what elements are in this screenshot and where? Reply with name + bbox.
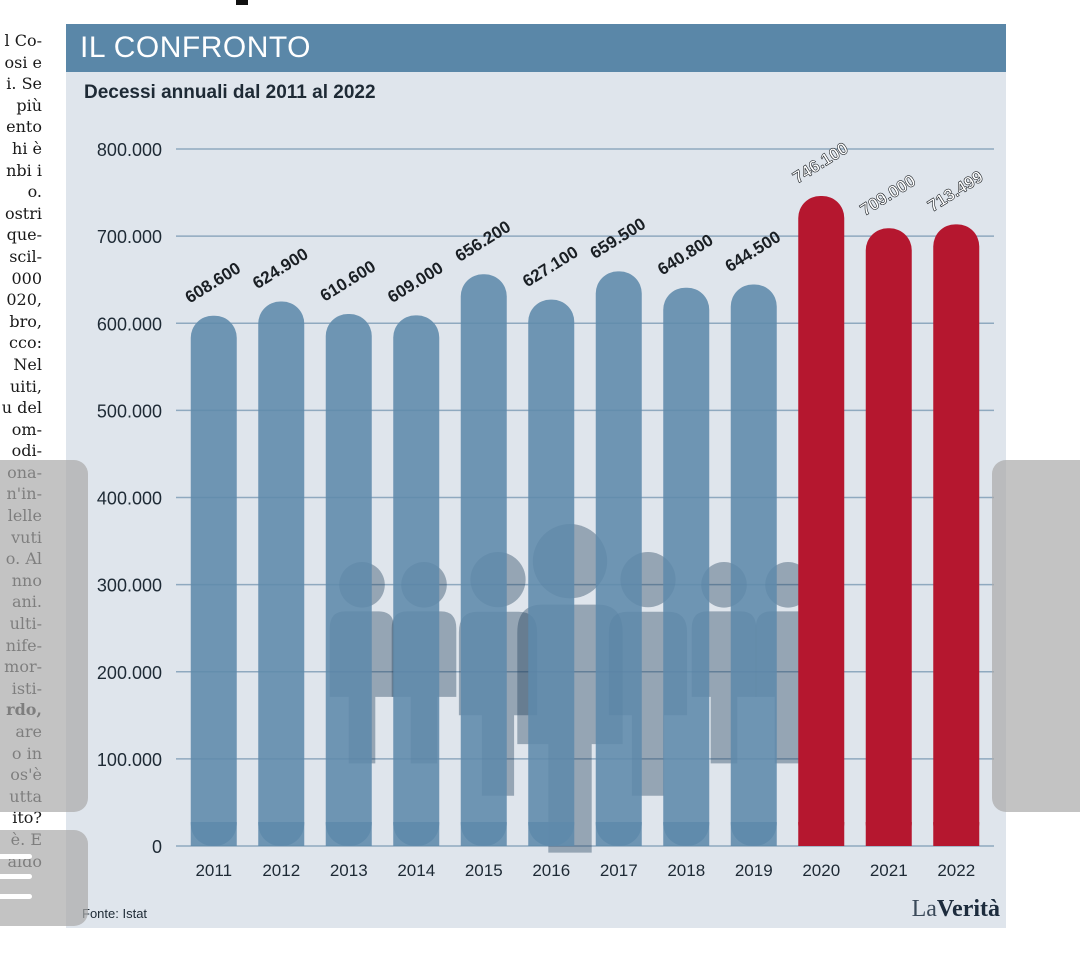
brand-logo: LaVerità	[912, 896, 1000, 923]
article-line: o.	[27, 182, 42, 202]
bar-base	[730, 822, 777, 846]
x-tick-label: 2022	[937, 861, 975, 880]
article-bottom-line	[0, 950, 1080, 963]
article-line: om-	[11, 419, 42, 439]
bar-chart: 0 100.000 200.000 300.000 400.000 500.000 600.…	[97, 138, 994, 880]
bar-2021	[865, 228, 912, 846]
x-tick-label: 2020	[802, 861, 840, 880]
bar-base	[933, 822, 980, 846]
data-label: 713.499	[924, 167, 986, 216]
bar-base	[595, 822, 642, 846]
article-line: scil-	[9, 246, 42, 266]
y-tick-label: 0	[152, 837, 162, 857]
bar-2017	[595, 271, 642, 846]
article-line: odi-	[11, 441, 42, 461]
data-label: 609.000	[384, 258, 446, 307]
data-label: 640.800	[654, 230, 716, 279]
x-tick-label: 2011	[195, 861, 232, 880]
y-tick-label: 400.000	[97, 489, 162, 509]
x-tick-label: 2021	[870, 861, 908, 880]
article-line: hi è	[12, 138, 42, 158]
article-line: nbi i	[6, 160, 42, 180]
right-page-handle[interactable]	[992, 460, 1080, 812]
bar-base	[190, 822, 237, 846]
data-label: 709.000	[857, 171, 919, 220]
article-line: i. Se	[6, 74, 42, 94]
bar-base	[460, 822, 507, 846]
article-line: ostri	[4, 203, 42, 223]
bar-base	[258, 822, 305, 846]
article-line: Nel	[13, 354, 42, 374]
bar-2012	[258, 301, 305, 846]
menu-button[interactable]	[0, 830, 88, 926]
article-line: l Co-	[4, 31, 42, 50]
bar-base	[325, 822, 372, 846]
bar-2022	[933, 224, 980, 846]
bar-base	[663, 822, 710, 846]
data-label: 644.500	[722, 227, 784, 276]
article-line: ento	[6, 117, 42, 137]
data-label: 659.500	[587, 214, 649, 263]
menu-icon-line	[0, 854, 32, 859]
article-line: più	[16, 95, 42, 115]
data-label: 627.100	[519, 242, 581, 291]
chart-subtitle: Decessi annuali dal 2011 al 2022	[84, 82, 376, 103]
bar-base	[393, 822, 440, 846]
x-tick-label: 2018	[667, 861, 705, 880]
article-line: osi e	[4, 52, 42, 72]
article-line: que-	[6, 225, 42, 245]
data-label: 624.900	[249, 244, 311, 293]
data-label: 656.200	[452, 217, 514, 266]
menu-icon-line	[0, 874, 32, 879]
y-tick-label: 500.000	[97, 401, 162, 421]
text-fragment	[236, 0, 248, 5]
x-tick-label: 2019	[735, 861, 773, 880]
bar-2014	[393, 315, 440, 846]
y-tick-label: 800.000	[97, 140, 162, 160]
data-label: 608.600	[182, 258, 244, 307]
left-page-handle[interactable]	[0, 460, 88, 812]
bar-2020	[798, 195, 845, 846]
data-label: 746.100	[789, 139, 851, 188]
infographic-heading: IL CONFRONTO	[80, 31, 312, 64]
bar-2011	[190, 315, 237, 846]
bar-2019	[730, 284, 777, 846]
article-line: u del	[1, 398, 42, 418]
y-tick-label: 100.000	[97, 750, 162, 770]
brand-name: Verità	[936, 896, 1000, 922]
bar-2015	[460, 274, 507, 846]
bar-2013	[325, 314, 372, 846]
y-tick-label: 200.000	[97, 663, 162, 683]
y-tick-label: 600.000	[97, 314, 162, 334]
x-tick-label: 2017	[600, 861, 638, 880]
y-tick-label: 700.000	[97, 227, 162, 247]
brand-prefix: La	[911, 896, 937, 922]
x-tick-label: 2015	[465, 861, 503, 880]
article-line: 000	[11, 268, 42, 288]
menu-icon-line	[0, 894, 32, 899]
source-note: Fonte: Istat	[82, 906, 148, 921]
y-tick-label: 300.000	[97, 576, 162, 596]
bar-base	[798, 822, 845, 846]
article-line: bro,	[9, 311, 42, 331]
x-tick-label: 2013	[330, 861, 368, 880]
infographic-card: IL CONFRONTO Decessi annuali dal 2011 al…	[66, 24, 1006, 928]
article-line: cco:	[9, 333, 42, 353]
article-line: 020,	[6, 290, 42, 310]
x-tick-label: 2014	[397, 861, 435, 880]
bar-2016	[528, 299, 575, 846]
article-line: ito?	[12, 808, 42, 828]
x-tick-label: 2016	[532, 861, 570, 880]
bar-2018	[663, 287, 710, 846]
x-tick-label: 2012	[262, 861, 300, 880]
bar-base	[865, 822, 912, 846]
article-line: uiti,	[9, 376, 42, 396]
bar-base	[528, 822, 575, 846]
data-label: 610.600	[317, 257, 379, 306]
infographic-header: IL CONFRONTO	[66, 24, 1006, 72]
